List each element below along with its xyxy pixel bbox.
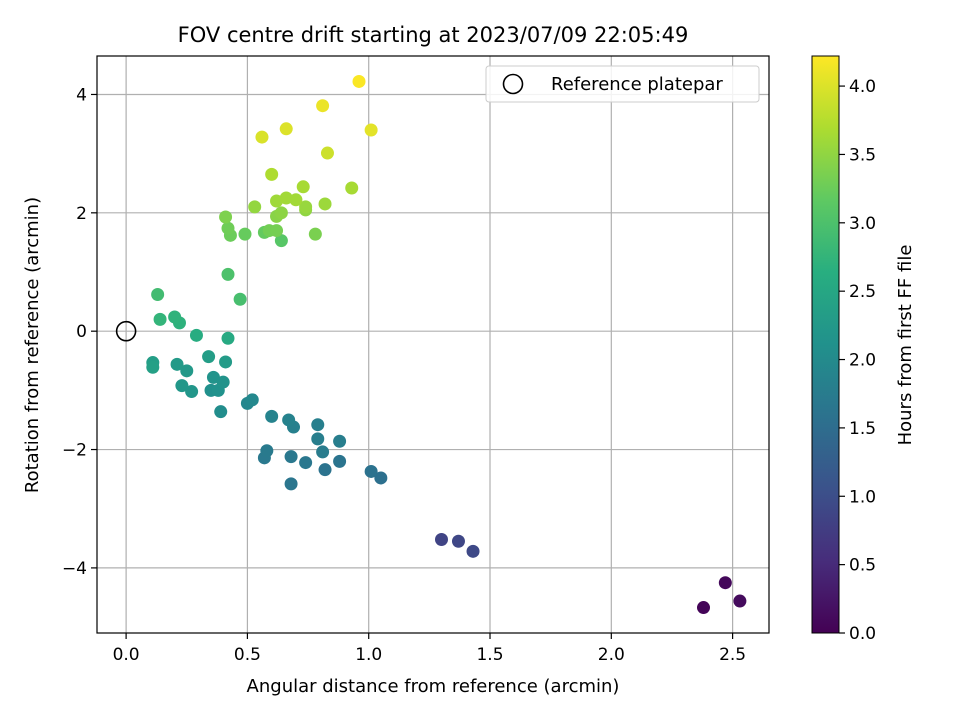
data-point [333,434,347,448]
x-axis-label: Angular distance from reference (arcmin) [247,676,620,697]
data-point [282,413,296,427]
data-point [733,594,747,608]
x-tick-label: 2.5 [719,645,746,665]
data-point [221,331,235,345]
colorbar-tick-label: 3.0 [849,214,876,234]
data-point [216,375,230,389]
data-point [153,312,167,326]
data-point [333,454,347,468]
legend: Reference platepar [485,65,760,103]
data-point [189,328,203,342]
data-point [284,477,298,491]
colorbar-tick-label: 3.5 [849,145,876,165]
data-point [318,463,332,477]
data-points [146,74,747,615]
colorbar-label: Hours from first FF file [895,245,916,446]
data-point [202,350,216,364]
data-point [146,360,160,374]
data-point [299,200,313,214]
x-tick-label: 1.5 [476,645,503,665]
y-axis-label: Rotation from reference (arcmin) [22,197,43,493]
colorbar-tick-label: 2.5 [849,282,876,302]
x-tick-label: 0.5 [234,645,261,665]
data-point [279,191,293,205]
data-point [219,210,233,224]
data-point [265,409,279,423]
data-point [233,292,247,306]
data-point [185,385,199,399]
y-tick-label: −2 [62,441,87,461]
y-axis-ticks: −4 −2 0 2 4 [62,85,97,579]
data-point [316,99,330,113]
colorbar: 0.0 0.5 1.0 1.5 2.0 2.5 3.0 3.5 4.0 Hours from f… [811,55,916,644]
data-point [345,181,359,195]
data-point [214,405,228,419]
data-point [289,193,303,207]
data-point [274,234,288,248]
x-tick-label: 1.0 [355,645,382,665]
data-point [352,74,366,88]
data-point [221,221,235,235]
data-point [299,456,313,470]
legend-box [485,65,760,103]
x-tick-label: 2.0 [598,645,625,665]
colorbar-tick-label: 2.0 [849,351,876,371]
data-point [364,464,378,478]
data-point [320,146,334,160]
data-point [260,444,274,458]
data-point [316,445,330,459]
chart-title: FOV centre drift starting at 2023/07/09 … [178,23,689,47]
grid [97,56,769,633]
colorbar-tick-label: 4.0 [849,77,876,97]
reference-platepar-marker [115,320,137,342]
data-point [221,267,235,281]
data-point [364,123,378,137]
x-axis-ticks: 0.0 0.5 1.0 1.5 2.0 2.5 [113,633,746,665]
data-point [311,432,325,446]
data-point [248,200,262,214]
data-point [180,364,194,378]
legend-entry-label: Reference platepar [551,74,723,95]
colorbar-ticks: 0.0 0.5 1.0 1.5 2.0 2.5 3.0 3.5 4.0 [839,77,876,644]
data-point [219,355,233,369]
data-point [374,471,388,485]
data-point [296,180,310,194]
colorbar-tick-label: 1.0 [849,487,876,507]
y-tick-label: 4 [76,85,87,105]
colorbar-tick-label: 1.5 [849,419,876,439]
data-point [311,418,325,432]
data-point [238,227,252,241]
data-point [206,370,220,384]
data-point [175,379,189,393]
data-point [718,576,732,590]
data-point [168,310,182,324]
data-point [151,287,165,301]
colorbar-tick-label: 0.5 [849,556,876,576]
data-point [466,544,480,558]
colorbar-gradient [811,55,840,634]
data-point [308,227,322,241]
plot-frame [96,55,770,634]
data-point [265,167,279,181]
y-tick-label: −4 [62,559,87,579]
data-point [284,450,298,464]
data-point [434,532,448,546]
data-point [270,224,284,238]
data-point [170,357,184,371]
data-point [451,534,465,548]
data-point [274,206,288,220]
data-point [696,601,710,615]
legend-reference-marker [502,73,524,95]
y-tick-label: 0 [76,322,87,342]
data-point [318,197,332,211]
colorbar-tick-label: 0.0 [849,624,876,644]
data-point [279,122,293,136]
data-point [245,393,259,407]
y-tick-label: 2 [76,204,87,224]
x-tick-label: 0.0 [113,645,140,665]
data-point [255,130,269,144]
